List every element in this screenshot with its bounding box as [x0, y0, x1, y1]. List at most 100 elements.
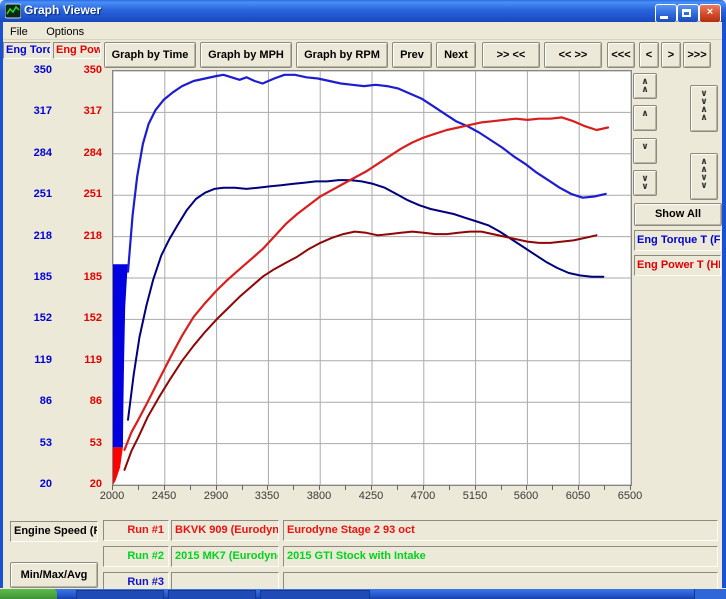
scroll-left-fast-button[interactable]: <<< — [607, 42, 635, 68]
next-button[interactable]: Next — [436, 42, 476, 68]
show-all-button[interactable]: Show All — [634, 203, 722, 226]
axis-tick-mark — [371, 485, 372, 490]
rpm-tick-label: 6500 — [617, 490, 643, 502]
rpm-tick-label: 5600 — [513, 490, 539, 502]
system-tray — [694, 589, 726, 599]
power-tick-label: 152 — [83, 312, 102, 324]
run1-label: Run #1 — [103, 520, 169, 541]
axis-tick-mark — [242, 485, 243, 490]
power-tick-label: 317 — [83, 105, 102, 117]
power-tick-label: 86 — [89, 395, 102, 407]
taskbar-item[interactable] — [260, 590, 370, 599]
power-tick-label: 185 — [83, 271, 102, 283]
run1-name-field[interactable]: BKVK 909 (Eurodyne, B — [171, 520, 279, 541]
run2-label: Run #2 — [103, 546, 169, 567]
menu-file[interactable]: File — [10, 26, 28, 38]
axis-tick-mark — [397, 485, 398, 490]
window-border-left — [0, 22, 3, 588]
app-icon — [5, 3, 21, 19]
menu-options[interactable]: Options — [46, 26, 85, 38]
torque-tick-label: 317 — [33, 105, 52, 117]
zoom-in-y-icon[interactable]: ∨ ∨ ∧ ∧ — [690, 85, 718, 132]
chart-plot-area[interactable] — [112, 70, 632, 486]
axis-tick-mark — [423, 485, 424, 490]
close-button-icon[interactable]: × — [699, 4, 721, 23]
graph-by-time-button[interactable]: Graph by Time — [104, 42, 196, 68]
graph-by-rpm-button[interactable]: Graph by RPM — [296, 42, 388, 68]
min-max-avg-button[interactable]: Min/Max/Avg — [10, 562, 98, 588]
graph-by-mph-button[interactable]: Graph by MPH — [200, 42, 292, 68]
axis-tick-mark — [630, 485, 631, 490]
axis-tick-mark — [190, 485, 191, 490]
axis-tick-mark — [138, 485, 139, 490]
rpm-tick-label: 3350 — [254, 490, 280, 502]
run1-description-field[interactable]: Eurodyne Stage 2 93 oct — [283, 520, 718, 541]
axis-tick-mark — [293, 485, 294, 490]
axis-tick-mark — [267, 485, 268, 490]
axis-tick-mark — [164, 485, 165, 490]
zoom-out-x-button[interactable]: << >> — [544, 42, 602, 68]
run2-name-field[interactable]: 2015 MK7 (Eurodyne, B — [171, 546, 279, 567]
run2-description-field[interactable]: 2015 GTI Stock with Intake — [283, 546, 718, 567]
torque-tick-label: 218 — [33, 230, 52, 242]
scroll-up-icon[interactable]: ∧ — [633, 105, 657, 131]
axis-tick-mark — [501, 485, 502, 490]
rpm-tick-label: 5150 — [462, 490, 488, 502]
axis-tick-mark — [552, 485, 553, 490]
scroll-right-fast-button[interactable]: >>> — [683, 42, 711, 68]
maximize-button-icon[interactable] — [677, 4, 699, 23]
scroll-down-icon[interactable]: ∨ — [633, 138, 657, 164]
legend-eng-power[interactable]: Eng Power T (HP) — [634, 255, 721, 276]
x-axis-label: Engine Speed (RPM) — [10, 521, 98, 542]
axis-tick-mark — [216, 485, 217, 490]
menu-bar: File Options — [3, 22, 722, 40]
title-bar[interactable]: Graph Viewer × — [0, 0, 726, 23]
axis-tick-mark — [475, 485, 476, 490]
scroll-right-button[interactable]: > — [661, 42, 681, 68]
rpm-tick-label: 2000 — [99, 490, 125, 502]
start-button[interactable] — [0, 589, 57, 599]
axis-tick-mark — [112, 485, 113, 490]
power-tick-label: 53 — [89, 437, 102, 449]
torque-tick-label: 284 — [33, 147, 52, 159]
power-axis-header[interactable]: Eng Power — [53, 42, 101, 59]
scroll-down-fast-icon[interactable]: ∨ ∨ — [633, 170, 657, 196]
torque-tick-label: 350 — [33, 64, 52, 76]
torque-tick-label: 119 — [34, 354, 52, 366]
taskbar-item[interactable] — [76, 590, 164, 599]
chart-svg — [112, 70, 632, 486]
rpm-tick-label: 4250 — [358, 490, 384, 502]
zoom-in-x-button[interactable]: >> << — [482, 42, 540, 68]
zoom-out-y-icon[interactable]: ∧ ∧ ∨ ∨ — [690, 153, 718, 200]
power-tick-label: 284 — [83, 147, 102, 159]
torque-tick-label: 53 — [39, 437, 52, 449]
axis-tick-mark — [319, 485, 320, 490]
power-tick-label: 251 — [83, 188, 102, 200]
rpm-tick-label: 3800 — [306, 490, 332, 502]
torque-tick-label: 20 — [39, 478, 52, 490]
scroll-up-fast-icon[interactable]: ∧ ∧ — [633, 73, 657, 99]
axis-tick-mark — [604, 485, 605, 490]
minimize-button-icon[interactable] — [655, 4, 677, 23]
power-tick-label: 119 — [84, 354, 102, 366]
power-tick-label: 20 — [89, 478, 102, 490]
prev-button[interactable]: Prev — [392, 42, 432, 68]
torque-axis-header[interactable]: Eng Torque — [3, 42, 51, 59]
rpm-tick-label: 2900 — [203, 490, 229, 502]
torque-tick-label: 185 — [33, 271, 52, 283]
rpm-tick-label: 2450 — [151, 490, 177, 502]
window-border-right — [722, 22, 726, 588]
torque-tick-label: 86 — [39, 395, 52, 407]
axis-tick-mark — [345, 485, 346, 490]
rpm-tick-label: 6050 — [565, 490, 591, 502]
rpm-tick-label: 4700 — [410, 490, 436, 502]
power-tick-label: 350 — [83, 64, 102, 76]
axis-tick-mark — [578, 485, 579, 490]
window-title: Graph Viewer — [24, 3, 102, 17]
taskbar-item[interactable] — [168, 590, 256, 599]
legend-eng-torque[interactable]: Eng Torque T (Ft-Lbs) — [634, 230, 721, 251]
scroll-left-button[interactable]: < — [639, 42, 659, 68]
power-tick-label: 218 — [83, 230, 102, 242]
torque-tick-label: 152 — [33, 312, 52, 324]
